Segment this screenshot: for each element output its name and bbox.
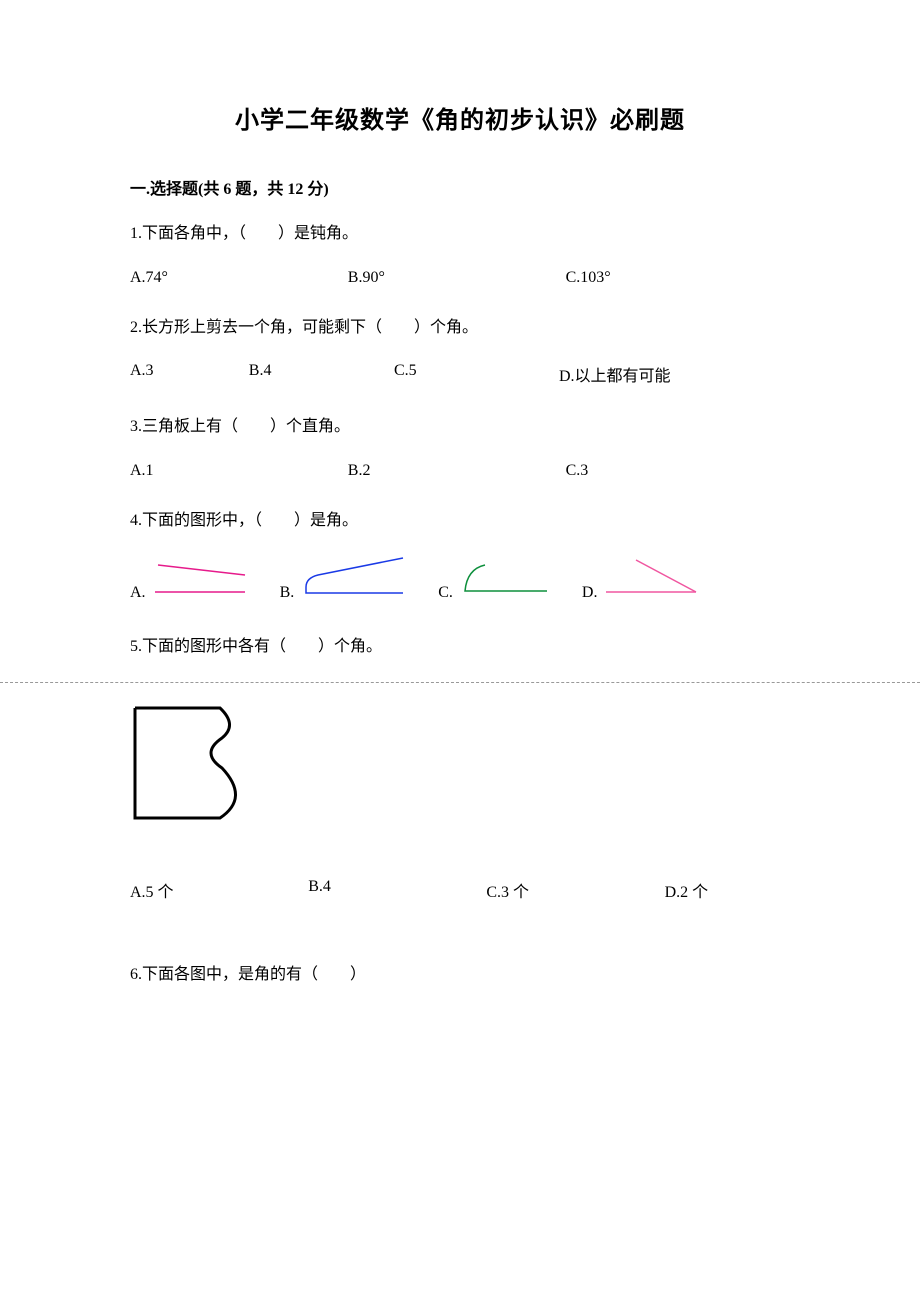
page-title: 小学二年级数学《角的初步认识》必刷题 [130, 100, 790, 135]
q4-fig-d-icon [601, 557, 711, 602]
q2-opt-c: C.5 [394, 362, 559, 386]
q5-figure-icon [130, 703, 790, 828]
q2-opt-d: D.以上都有可能 [559, 362, 757, 386]
q4-opt-a: A. [130, 557, 250, 602]
question-2-options: A.3 B.4 C.5 D.以上都有可能 [130, 362, 790, 386]
question-1-options: A.74° B.90° C.103° [130, 269, 790, 287]
q5-opt-b: B.4 [308, 878, 486, 902]
question-5: 5.下面的图形中各有（ ）个角。 [130, 634, 790, 660]
question-2: 2.长方形上剪去一个角，可能剩下（ ）个角。 [130, 315, 790, 341]
q1-opt-c: C.103° [566, 269, 784, 287]
section-header: 一.选择题(共 6 题，共 12 分) [130, 175, 790, 199]
page-separator [0, 682, 920, 683]
question-1: 1.下面各角中，（ ）是钝角。 [130, 221, 790, 247]
q4-fig-c-icon [457, 559, 552, 602]
q5-opt-d: D.2 个 [665, 878, 790, 902]
question-5-options: A.5 个 B.4 C.3 个 D.2 个 [130, 878, 790, 902]
q2-opt-a: A.3 [130, 362, 249, 386]
q5-opt-c: C.3 个 [486, 878, 664, 902]
q3-opt-c: C.3 [566, 462, 784, 480]
q3-opt-a: A.1 [130, 462, 348, 480]
question-3-options: A.1 B.2 C.3 [130, 462, 790, 480]
q4-opt-c: C. [438, 559, 552, 602]
q4-fig-a-icon [150, 557, 250, 602]
q1-opt-b: B.90° [348, 269, 566, 287]
q2-opt-b: B.4 [249, 362, 394, 386]
q4-opt-d: D. [582, 557, 712, 602]
question-3: 3.三角板上有（ ）个直角。 [130, 414, 790, 440]
q3-opt-b: B.2 [348, 462, 566, 480]
dotted-line-icon [0, 682, 920, 683]
q1-opt-a: A.74° [130, 269, 348, 287]
q4-opt-b-label: B. [280, 584, 295, 602]
question-4: 4.下面的图形中，（ ）是角。 [130, 508, 790, 534]
q5-opt-a: A.5 个 [130, 878, 308, 902]
q4-opt-d-label: D. [582, 584, 598, 602]
q4-opt-b: B. [280, 555, 409, 602]
question-4-options: A. B. C. D. [130, 555, 790, 602]
q4-opt-a-label: A. [130, 584, 146, 602]
q4-fig-b-icon [298, 555, 408, 602]
question-6: 6.下面各图中，是角的有（ ） [130, 962, 790, 988]
q4-opt-c-label: C. [438, 584, 453, 602]
